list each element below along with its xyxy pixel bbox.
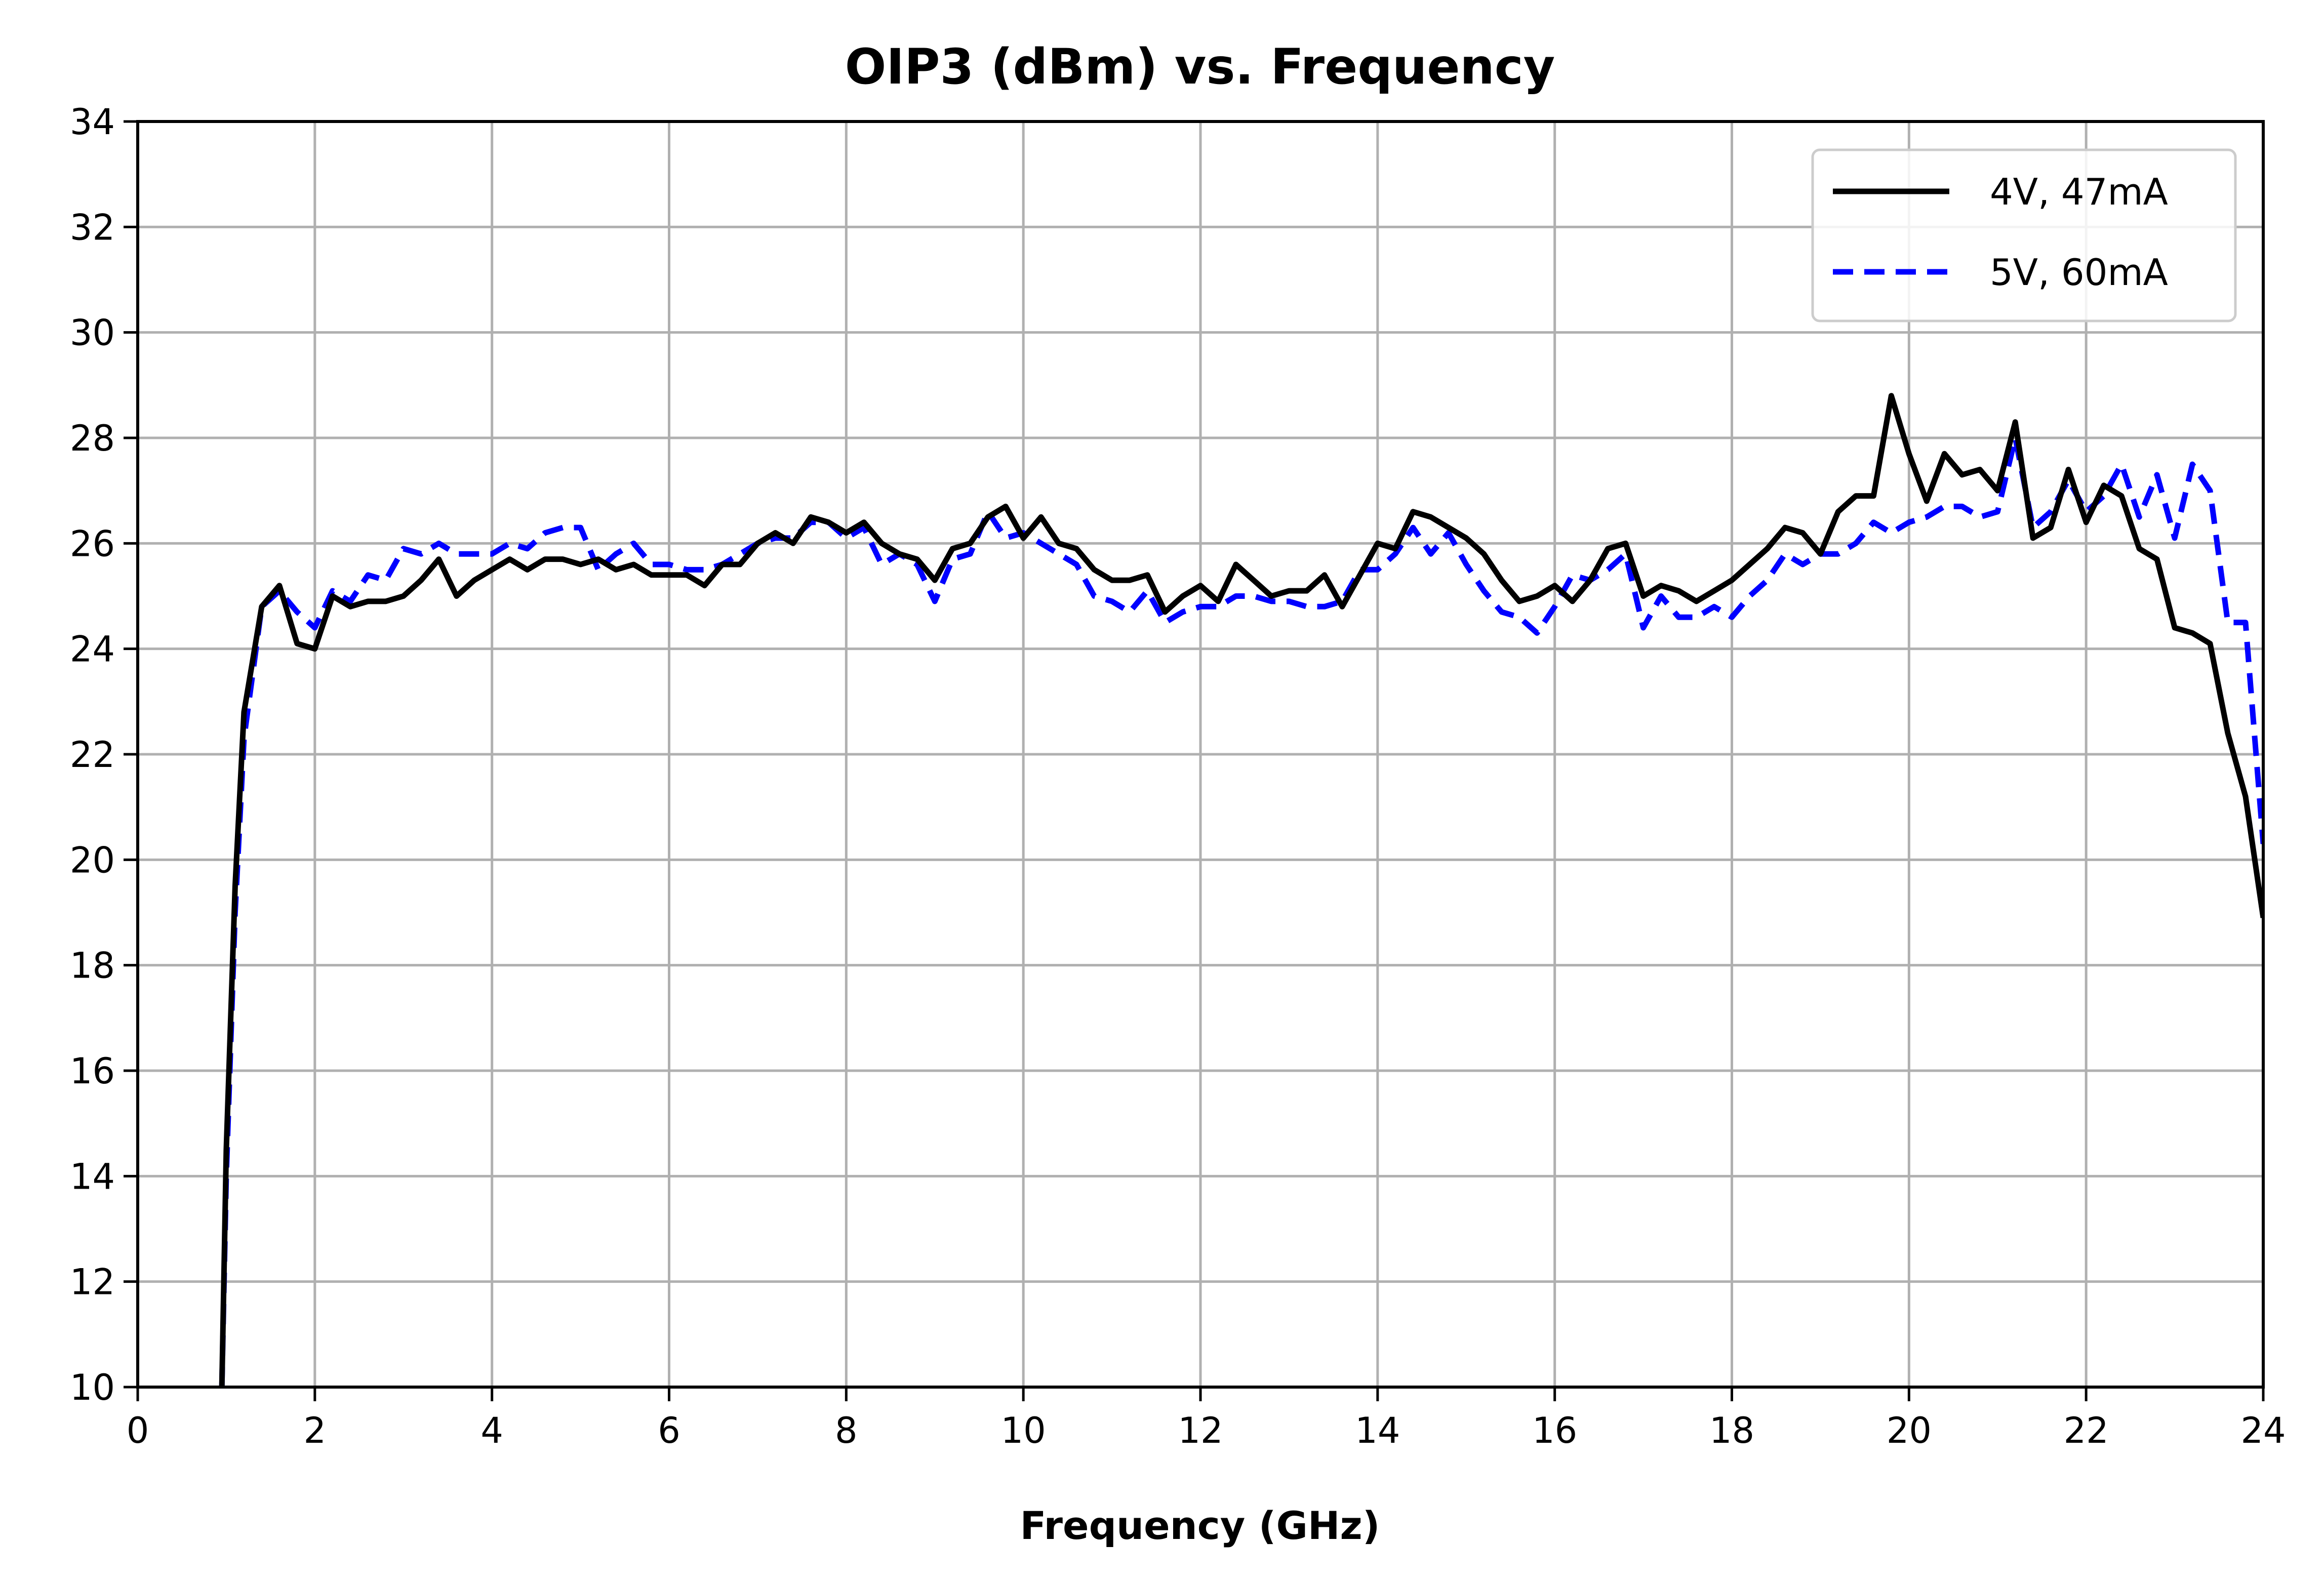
x-tick-label: 6 <box>658 1410 680 1451</box>
y-tick-label: 28 <box>70 418 115 459</box>
legend-label-4v: 4V, 47mA <box>1990 171 2168 213</box>
x-tick-label: 22 <box>2064 1410 2109 1451</box>
x-tick-label: 12 <box>1178 1410 1223 1451</box>
y-tick-label: 16 <box>70 1050 115 1092</box>
y-tick-label: 18 <box>70 945 115 987</box>
y-tick-label: 34 <box>70 101 115 143</box>
y-tick-label: 22 <box>70 734 115 776</box>
x-tick-label: 24 <box>2240 1410 2286 1451</box>
series-line-5v-60ma <box>219 435 2263 1387</box>
y-tick-label: 30 <box>70 312 115 354</box>
x-tick-label: 10 <box>1001 1410 1046 1451</box>
y-tick-label: 12 <box>70 1262 115 1303</box>
x-tick-label: 2 <box>304 1410 327 1451</box>
x-axis-label: Frequency (GHz) <box>1020 1503 1380 1548</box>
x-tick-label: 16 <box>1532 1410 1577 1451</box>
axis-ticks: 0 2 4 6 8 10 12 14 16 18 20 22 241012141618202224262… <box>70 101 2286 1451</box>
x-tick-label: 0 <box>127 1410 149 1451</box>
y-tick-label: 32 <box>70 207 115 248</box>
x-tick-label: 8 <box>835 1410 858 1451</box>
y-tick-label: 10 <box>70 1367 115 1408</box>
y-tick-label: 20 <box>70 839 115 881</box>
chart-title: OIP3 (dBm) vs. Frequency <box>845 38 1555 95</box>
series-line-4v-47ma <box>219 393 2263 1387</box>
legend: 4V, 47mA 5V, 60mA <box>1811 148 2237 322</box>
x-tick-label: 20 <box>1887 1410 1932 1451</box>
legend-label-5v: 5V, 60mA <box>1990 251 2168 294</box>
x-tick-label: 4 <box>480 1410 503 1451</box>
x-tick-label: 18 <box>1709 1410 1754 1451</box>
series-lines <box>219 393 2263 1387</box>
y-tick-label: 14 <box>70 1156 115 1197</box>
y-tick-label: 24 <box>70 629 115 670</box>
y-tick-label: 26 <box>70 523 115 564</box>
x-tick-label: 14 <box>1355 1410 1400 1451</box>
